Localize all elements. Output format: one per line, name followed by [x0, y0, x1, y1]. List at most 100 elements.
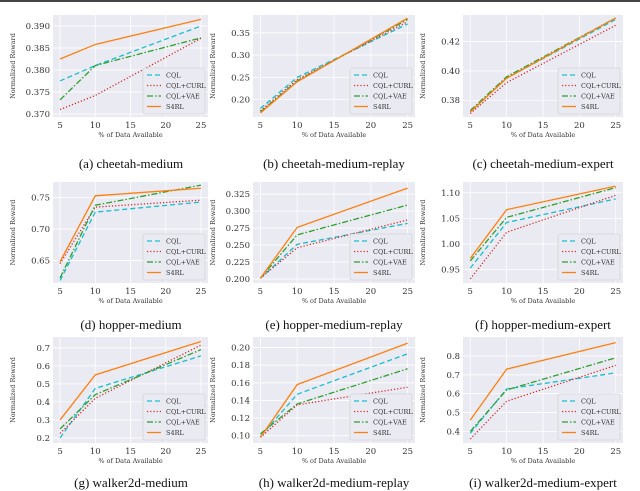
caption-i: (i) walker2d-medium-expert: [469, 475, 617, 490]
x-axis-label: % of Data Available: [98, 297, 163, 305]
x-tick-label: 15: [538, 447, 549, 457]
legend-label: CQL: [581, 397, 596, 405]
y-tick-label: 0.65: [31, 256, 50, 266]
legend-label: S4RL: [373, 269, 391, 277]
x-tick-label: 15: [538, 121, 549, 131]
legend-label: CQL+CURL: [581, 82, 621, 90]
series-line-cql: [259, 23, 408, 110]
subplot-h: 5 10 15 20 25 0.10 0.12 0.14 0.16 0.18 0.20 % of Da…: [209, 337, 415, 465]
series-line-cql-vae: [259, 18, 408, 113]
subplot-c: 5 10 15 20 25 0.38 0.40 0.42 % of Data Available…: [419, 15, 623, 139]
legend-label: CQL+VAE: [581, 92, 615, 100]
series-line-cql: [469, 198, 616, 269]
legend-label: S4RL: [373, 429, 391, 437]
y-axis-label: Normalized Reward: [209, 33, 217, 99]
y-tick-label: 0.42: [441, 37, 460, 47]
subplot-i: 5 10 15 20 25 0.4 0.5 0.6 0.7 0.8 % of Data Availa…: [419, 337, 623, 465]
series-line-cql: [469, 372, 616, 434]
series-line-cql-vae: [59, 184, 202, 279]
y-tick-label: 0.250: [226, 241, 250, 251]
y-tick-label: 0.5: [446, 409, 460, 419]
y-tick-label: 0.75: [31, 194, 50, 204]
y-axis-label: Normalized Reward: [419, 200, 427, 266]
series-line-cql-curl: [469, 194, 616, 280]
y-tick-label: 0.30: [231, 51, 250, 61]
top-border: [0, 0, 640, 2]
x-axis-label: % of Data Available: [302, 297, 367, 305]
legend-label: CQL+CURL: [581, 248, 621, 256]
x-tick-label: 20: [574, 287, 585, 297]
legend-label: CQL+VAE: [373, 92, 407, 100]
caption-d: (d) hopper-medium: [80, 317, 182, 332]
y-axis-label: Normalized Reward: [419, 357, 427, 423]
legend-label: CQL+CURL: [373, 82, 413, 90]
x-tick-label: 25: [402, 447, 413, 457]
legend-box: [557, 233, 621, 281]
subplot-f: 5 10 15 20 25 0.95 1.00 1.05 1.10 % of Data Avail…: [419, 182, 623, 305]
legend-label: CQL+CURL: [166, 248, 206, 256]
legend-label: CQL+VAE: [373, 418, 407, 426]
x-tick-label: 15: [329, 447, 340, 457]
caption-g: (g) walker2d-medium: [74, 475, 188, 490]
x-axis-label: % of Data Available: [98, 131, 163, 139]
series-line-cql-vae: [469, 357, 616, 432]
x-tick-label: 25: [196, 447, 207, 457]
series-line-s4rl: [259, 187, 408, 279]
series-line-cql-curl: [469, 364, 616, 440]
legend-label: CQL: [373, 397, 388, 405]
legend-label: S4RL: [166, 429, 184, 437]
caption-h: (h) walker2d-medium-replay: [258, 475, 410, 490]
series-line-s4rl: [59, 187, 202, 262]
series-line-s4rl: [259, 17, 408, 114]
legend-box: [557, 393, 621, 441]
series-line-s4rl: [469, 185, 616, 259]
y-tick-label: 0.4: [446, 427, 460, 437]
series-line-cql-vae: [259, 368, 408, 435]
x-tick-label: 10: [292, 287, 303, 297]
x-tick-label: 20: [365, 447, 376, 457]
legend-box: [142, 393, 206, 441]
y-tick-label: 0.7: [36, 344, 50, 354]
y-tick-label: 0.2: [36, 434, 50, 444]
x-tick-label: 20: [365, 287, 376, 297]
series-line-s4rl: [59, 18, 202, 60]
x-tick-label: 5: [258, 447, 263, 457]
x-tick-label: 20: [574, 447, 585, 457]
x-tick-label: 15: [538, 287, 549, 297]
y-tick-label: 0.6: [446, 390, 460, 400]
subplot-g: 5 10 15 20 25 0.2 0.3 0.4 0.5 0.6 0.7 % of Data Ava…: [9, 337, 208, 465]
y-tick-label: 0.325: [226, 190, 250, 200]
x-axis-label: % of Data Available: [302, 457, 367, 465]
series-line-cql-curl: [259, 386, 408, 438]
y-axis-label: Normalized Reward: [9, 357, 17, 423]
x-tick-label: 5: [258, 287, 263, 297]
x-axis-label: % of Data Available: [302, 131, 367, 139]
series-line-cql: [59, 201, 202, 281]
y-tick-label: 0.3: [36, 416, 50, 426]
legend-label: CQL: [373, 71, 388, 79]
x-axis-label: % of Data Available: [511, 457, 576, 465]
series-line-cql: [259, 222, 408, 279]
x-tick-label: 25: [610, 447, 621, 457]
x-tick-label: 20: [365, 121, 376, 131]
legend-label: CQL: [581, 71, 596, 79]
legend: CQL CQL+CURL CQL+VAE S4RL: [349, 67, 413, 115]
series-line-s4rl: [59, 340, 202, 421]
y-tick-label: 0.300: [226, 207, 250, 217]
legend-label: CQL: [166, 397, 181, 405]
x-tick-label: 20: [574, 121, 585, 131]
x-tick-label: 20: [160, 121, 171, 131]
y-tick-label: 0.6: [36, 362, 50, 372]
caption-b: (b) cheetah-medium-replay: [263, 156, 405, 171]
x-tick-label: 10: [292, 447, 303, 457]
x-tick-label: 15: [125, 447, 136, 457]
y-tick-label: 0.70: [31, 225, 50, 235]
y-axis-label: Normalized Reward: [209, 200, 217, 266]
y-tick-label: 0.10: [231, 432, 250, 442]
y-tick-label: 0.380: [26, 66, 50, 76]
y-axis-label: Normalized Reward: [209, 357, 217, 423]
legend-label: CQL+VAE: [373, 258, 407, 266]
legend-box: [557, 67, 621, 115]
legend-label: S4RL: [166, 269, 184, 277]
legend-label: CQL+VAE: [166, 258, 200, 266]
